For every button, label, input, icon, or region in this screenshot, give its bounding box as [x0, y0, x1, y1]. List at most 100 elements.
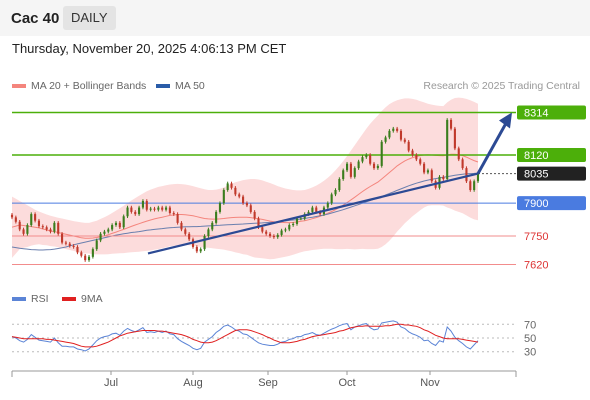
candle-body: [161, 207, 164, 210]
legend-9ma: 9MA: [62, 293, 103, 305]
x-tick-label-oct: Oct: [338, 377, 355, 389]
candle-body: [91, 249, 94, 257]
candle-body: [319, 211, 322, 215]
candle-body: [403, 139, 406, 142]
candle-body: [238, 194, 241, 197]
legend-rsi: RSI: [12, 293, 49, 305]
candle-body: [168, 207, 171, 213]
candle-body: [95, 240, 98, 250]
candle-body: [473, 181, 476, 190]
candle-body: [399, 130, 403, 140]
candle-body: [257, 218, 260, 228]
candle-body: [453, 128, 456, 149]
candle-body: [134, 211, 137, 215]
candle-body: [242, 196, 245, 204]
candle-body: [311, 207, 314, 212]
candle-body: [30, 214, 33, 226]
rsi-tick-70: 70: [524, 319, 536, 331]
candle-body: [99, 233, 102, 241]
candle-body: [180, 222, 183, 230]
candle-body: [261, 227, 264, 232]
candle-body: [103, 231, 106, 234]
candle-body: [84, 255, 87, 261]
candle-body: [141, 200, 145, 208]
candle-body: [164, 207, 168, 210]
legend-rsi-label: RSI: [31, 293, 49, 305]
candle-body: [215, 211, 218, 223]
candle-body: [353, 168, 356, 177]
candle-body: [449, 119, 453, 129]
legend-ma20-label: MA 20 + Bollinger Bands: [31, 80, 147, 92]
ma50-line: [11, 172, 479, 251]
candle-body: [430, 170, 433, 182]
candle-body: [338, 179, 341, 190]
candle-body: [68, 243, 71, 246]
candle-body: [245, 203, 248, 206]
candle-body: [442, 176, 445, 180]
candle-body: [357, 161, 360, 169]
candle-body: [461, 159, 464, 169]
candle-body: [376, 165, 379, 169]
candle-body: [345, 163, 349, 171]
candle-body: [284, 229, 287, 231]
candle-body: [203, 236, 206, 250]
candle-body: [380, 141, 383, 166]
candle-body: [130, 207, 133, 212]
candle-body: [145, 200, 148, 210]
projection-arrow-shaft: [476, 120, 509, 175]
candle-body: [426, 170, 429, 173]
candle-body: [10, 214, 14, 218]
candle-body: [14, 217, 17, 222]
candle-body: [126, 207, 129, 217]
candle-body: [384, 137, 387, 142]
level-label-7900: 7900: [524, 198, 548, 210]
candle-body: [415, 154, 418, 160]
candle-body: [149, 208, 152, 210]
candle-body: [465, 168, 468, 182]
candle-body: [446, 119, 449, 180]
projection-arrow-head: [499, 112, 512, 129]
level-tag-8120: [517, 147, 586, 162]
candle-body: [157, 207, 160, 210]
legend-ma20-bollinger: MA 20 + Bollinger Bands: [12, 80, 146, 92]
candle-body: [111, 225, 114, 230]
candle-body: [188, 233, 191, 240]
candle-body: [419, 159, 422, 164]
candle-body: [411, 150, 414, 155]
level-tag-8314: [517, 105, 586, 120]
candle-body: [138, 207, 141, 215]
candle-body: [18, 221, 21, 230]
x-tick-label-nov: Nov: [420, 377, 440, 389]
candle-body: [334, 190, 337, 195]
candle-body: [365, 154, 368, 158]
candle-body: [396, 128, 399, 131]
rsi-tick-30: 30: [524, 347, 536, 359]
candle-body: [280, 230, 283, 235]
candle-body: [122, 216, 125, 228]
legend-9ma-swatch: [62, 297, 76, 302]
candle-body: [361, 157, 364, 162]
level-label-7620: 7620: [524, 259, 548, 271]
legend-ma50-swatch: [156, 84, 170, 89]
candle-body: [299, 218, 302, 220]
level-tag-8035: [517, 166, 586, 181]
level-label-7750: 7750: [524, 231, 548, 243]
candle-body: [41, 226, 44, 228]
candle-body: [26, 225, 29, 234]
candle-body: [195, 246, 198, 252]
ma20-line: [11, 153, 479, 239]
candle-body: [342, 170, 345, 180]
candle-body: [172, 213, 175, 215]
candle-body: [330, 194, 333, 204]
candle-body: [315, 207, 318, 212]
x-tick-label-aug: Aug: [183, 377, 203, 389]
chart-datetime: Thursday, November 20, 2025 4:06:13 PM C…: [12, 41, 287, 56]
candle-body: [372, 163, 376, 169]
rsi-series-9ma: [11, 323, 479, 348]
candle-body: [295, 218, 299, 224]
rsi-series-rsi: [11, 320, 479, 352]
candle-body: [45, 227, 48, 230]
period-button[interactable]: DAILY: [63, 6, 116, 30]
candle-body: [476, 173, 480, 182]
